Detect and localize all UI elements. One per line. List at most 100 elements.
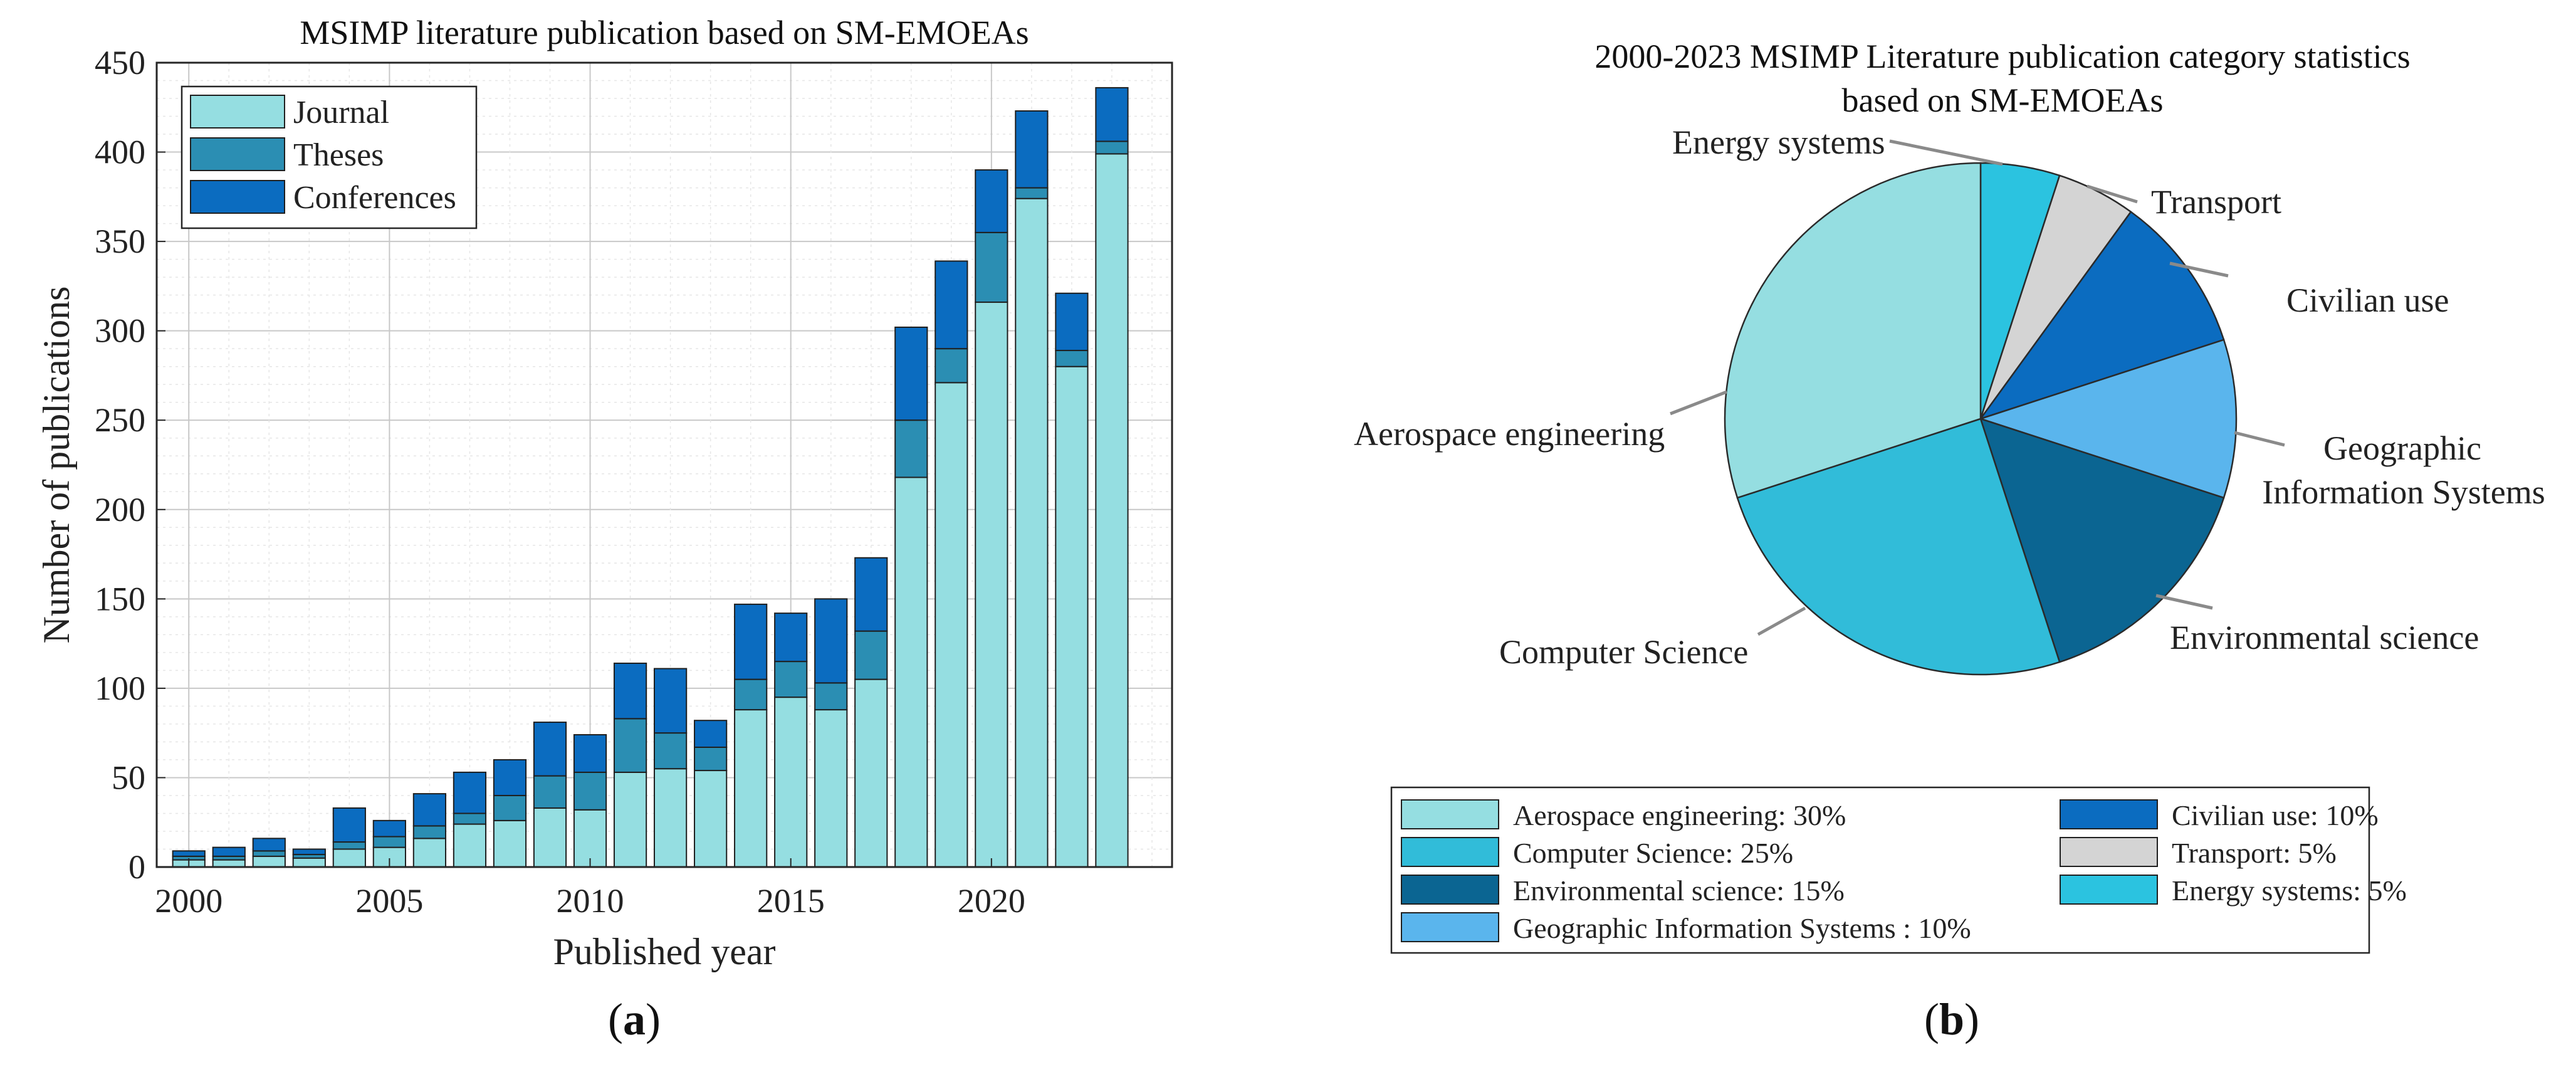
bar-journal-2008: [493, 819, 527, 868]
bar-theses-2023: [1095, 140, 1129, 155]
legend-swatch-theses: [190, 137, 285, 171]
legend-swatch-journal: [190, 95, 285, 129]
pie-chart: 2000-2023 MSIMP Literature publication c…: [1354, 38, 2545, 954]
bar-journal-2017: [854, 678, 888, 868]
legend-swatch-conferences: [190, 180, 285, 214]
bar-journal-2001: [212, 859, 246, 868]
pie-label-civilian-use: Civilian use: [2286, 281, 2449, 319]
pie-leader-line: [1670, 390, 1727, 416]
pie-chart-title-line-2: based on SM-EMOEAs: [1842, 81, 2164, 119]
bar-series: [172, 87, 1129, 868]
bar-journal-2020: [975, 302, 1008, 868]
bar-journal-2019: [935, 382, 968, 868]
y-tick-label: 400: [95, 134, 145, 171]
bar-theses-2006: [412, 825, 447, 839]
bar-journal-2007: [453, 823, 487, 868]
bar-journal-2014: [734, 709, 768, 868]
bar-conferences-2001: [212, 846, 246, 857]
bar-journal-2021: [1015, 197, 1049, 868]
bar-conferences-2015: [774, 612, 808, 663]
legend-label-journal: Journal: [293, 95, 389, 130]
pie-slice-geographic-information-systems: [1977, 339, 2238, 499]
bar-conferences-2017: [854, 557, 888, 632]
bar-conferences-2016: [814, 598, 848, 684]
bar-journal-2022: [1055, 365, 1089, 868]
bar-theses-2011: [613, 718, 647, 773]
bar-journal-2012: [653, 768, 688, 868]
pie-legend: Aerospace engineering: 30% Computer Scien…: [1390, 786, 2407, 954]
bar-conferences-2002: [252, 838, 286, 852]
bar-conferences-2013: [694, 720, 728, 748]
pie-legend-swatch-computer-science: [1401, 837, 1499, 867]
bar-journal-2009: [533, 807, 567, 868]
bar-theses-2014: [734, 678, 768, 711]
bar-journal-2003: [292, 857, 326, 868]
bar-conferences-2006: [412, 793, 447, 827]
pie-legend-label-geographic-information-systems: Geographic Information Systems : 10%: [1513, 912, 1971, 944]
bar-theses-2002: [252, 850, 286, 857]
bar-journal-2006: [412, 838, 447, 868]
bar-theses-2009: [533, 775, 567, 809]
y-tick-label: 450: [95, 44, 145, 81]
bar-journal-2002: [252, 855, 286, 868]
x-axis-ticks: 2000 2005 2010 2015 2020: [155, 858, 1025, 920]
pie-legend-swatch-transport: [2060, 837, 2158, 867]
bar-conferences-2011: [613, 662, 647, 720]
bar-journal-2018: [894, 476, 928, 868]
bar-conferences-2004: [332, 807, 366, 843]
y-tick-label: 350: [95, 223, 145, 260]
pie-legend-swatch-aerospace-engineering: [1401, 799, 1499, 829]
y-tick-label: 150: [95, 580, 145, 618]
bar-theses-2019: [935, 348, 968, 384]
bar-conferences-2009: [533, 722, 567, 777]
y-tick-label: 250: [95, 401, 145, 439]
bar-chart: 0 50 100 150 200 250 300 350 400 450 2000 2005 2010…: [36, 14, 1173, 972]
pie-label-energy-systems: Energy systems: [1672, 124, 1885, 161]
bar-conferences-2010: [573, 734, 607, 773]
pie-legend-label-transport: Transport: 5%: [2172, 837, 2337, 869]
bar-theses-2022: [1055, 350, 1089, 367]
panel-label-a: (a): [608, 994, 661, 1044]
bar-journal-2013: [694, 770, 728, 868]
pie-label-environmental-science: Environmental science: [2170, 619, 2479, 656]
pie-leader-line: [1889, 139, 2003, 166]
bar-theses-2021: [1015, 187, 1049, 199]
pie-outside-labels: Energy systems Transport Civilian use Ge…: [1354, 124, 2545, 671]
pie-label-geographic-line-1: Geographic: [2323, 429, 2481, 467]
pie-label-geographic-line-2: Information Systems: [2262, 473, 2545, 511]
bar-journal-2016: [814, 709, 848, 868]
bar-conferences-2005: [372, 819, 406, 838]
pie-slice-environmental-science: [1979, 418, 2225, 663]
y-tick-label: 200: [95, 491, 145, 528]
bar-conferences-2012: [653, 668, 688, 734]
pie-leader-line: [2169, 261, 2229, 278]
pie-label-transport: Transport: [2151, 183, 2281, 221]
panel-label-b: (b): [1924, 994, 1980, 1044]
y-tick-label: 100: [95, 670, 145, 707]
pie-slice-aerospace-engineering: [1724, 162, 1982, 499]
bar-conferences-2020: [975, 169, 1008, 233]
x-tick-label: 2005: [355, 882, 423, 920]
bar-journal-2011: [613, 771, 647, 868]
pie-legend-swatch-environmental-science: [1401, 875, 1499, 905]
bar-conferences-2018: [894, 326, 928, 421]
pie-legend-swatch-geographic-information-systems: [1401, 912, 1499, 942]
bar-journal-2023: [1095, 153, 1129, 868]
x-tick-label: 2020: [958, 882, 1025, 920]
pie-legend-label-aerospace-engineering: Aerospace engineering: 30%: [1513, 799, 1846, 831]
bar-conferences-2007: [453, 771, 487, 814]
pie-slices: [1724, 162, 2238, 676]
x-tick-label: 2000: [155, 882, 223, 920]
x-tick-label: 2010: [557, 882, 624, 920]
y-axis-ticks: 0 50 100 150 200 250 300 350 400 450: [95, 44, 165, 886]
y-tick-label: 300: [95, 312, 145, 350]
pie-leader-line: [1757, 606, 1806, 636]
bar-theses-2020: [975, 231, 1008, 303]
legend-label-theses: Theses: [293, 137, 384, 173]
bar-conferences-2003: [292, 848, 326, 856]
pie-label-aerospace-engineering: Aerospace engineering: [1354, 415, 1665, 453]
bar-legend: Journal Theses Conferences: [181, 85, 478, 229]
y-axis-label: Number of publications: [36, 286, 77, 644]
